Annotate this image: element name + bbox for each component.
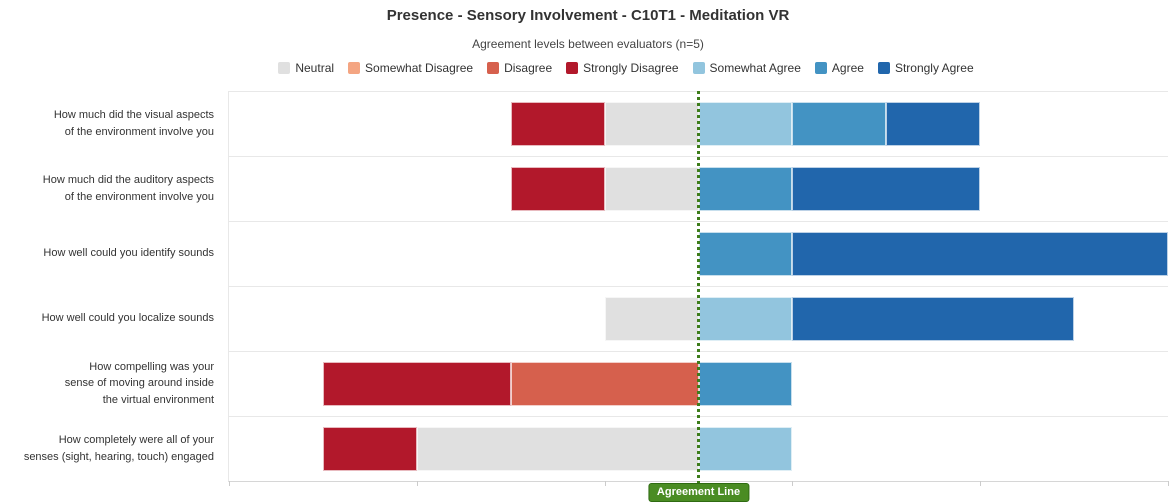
legend-swatch-disagree	[487, 62, 500, 74]
chart-row	[229, 91, 1168, 156]
x-axis-tick	[229, 481, 230, 486]
legend-item-neutral[interactable]: Neutral	[278, 61, 334, 75]
bar-segment-agree[interactable]	[698, 362, 793, 406]
bar-left-stack	[229, 427, 699, 471]
legend-label: Neutral	[295, 61, 335, 75]
bar-segment-agree[interactable]	[698, 167, 793, 211]
y-axis-label-text: How compelling was your sense of moving a…	[64, 360, 214, 406]
bar-left-stack	[229, 297, 699, 341]
y-axis-label-text: How well could you localize sounds	[41, 312, 214, 325]
legend-swatch-agree	[814, 62, 827, 74]
bar-segment-strongly_disagree[interactable]	[510, 167, 605, 211]
legend-swatch-strongly_disagree	[566, 62, 579, 74]
legend-swatch-strongly_agree	[877, 62, 890, 74]
legend-swatch-somewhat_agree	[692, 62, 705, 74]
bar-segment-agree[interactable]	[792, 102, 887, 146]
bar-segment-somewhat_agree[interactable]	[698, 102, 793, 146]
legend-label: Somewhat Disagree	[365, 61, 474, 75]
chart-row	[229, 156, 1168, 221]
bar-right-stack	[698, 167, 1169, 211]
bar-left-stack	[229, 232, 699, 276]
y-axis-label: How well could you localize sounds	[0, 286, 221, 351]
stacked-bar	[229, 232, 1168, 276]
agreement-line-label: Agreement Line	[647, 483, 750, 502]
bar-segment-strongly_disagree[interactable]	[322, 427, 417, 471]
stacked-bar	[229, 102, 1168, 146]
bar-segment-strongly_disagree[interactable]	[510, 102, 605, 146]
legend-item-agree[interactable]: Agree	[814, 61, 864, 75]
bar-segment-disagree[interactable]	[510, 362, 699, 406]
bar-segment-somewhat_agree[interactable]	[698, 427, 793, 471]
legend-label: Disagree	[504, 61, 553, 75]
chart-subtitle: Agreement levels between evaluators (n=5…	[472, 37, 704, 51]
legend-swatch-neutral	[278, 62, 291, 74]
y-axis-label-text: How much did the auditory aspects of the …	[42, 174, 214, 203]
legend-item-somewhat_disagree[interactable]: Somewhat Disagree	[348, 61, 473, 75]
bar-left-stack	[229, 362, 699, 406]
y-axis-label-text: How well could you identify sounds	[43, 247, 214, 260]
x-axis-tick	[980, 481, 982, 486]
bar-segment-neutral[interactable]	[604, 297, 699, 341]
legend-item-strongly_agree[interactable]: Strongly Agree	[877, 61, 974, 75]
bar-segment-strongly_agree[interactable]	[792, 167, 981, 211]
bar-left-stack	[229, 102, 699, 146]
y-axis-label: How well could you identify sounds	[0, 221, 221, 286]
bar-segment-strongly_disagree[interactable]	[322, 362, 511, 406]
stacked-bar	[229, 297, 1168, 341]
x-axis-tick	[792, 481, 794, 486]
chart-title: Presence - Sensory Involvement - C10T1 -…	[386, 7, 790, 24]
y-axis-label: How compelling was your sense of moving a…	[0, 351, 221, 416]
bar-segment-strongly_agree[interactable]	[792, 297, 1075, 341]
y-axis-label: How much did the visual aspects of the en…	[0, 91, 221, 156]
agreement-line	[697, 91, 700, 490]
bar-segment-strongly_agree[interactable]	[886, 102, 981, 146]
stacked-bar	[229, 167, 1168, 211]
y-axis-label-text: How completely were all of your senses (s…	[23, 434, 214, 463]
legend: Neutral Somewhat Disagree Disagree Strongly…	[0, 61, 1176, 75]
bar-segment-strongly_agree[interactable]	[792, 232, 1168, 276]
stacked-bar	[229, 362, 1168, 406]
x-axis-tick	[416, 481, 418, 486]
bar-right-stack	[698, 232, 1169, 276]
legend-item-disagree[interactable]: Disagree	[487, 61, 552, 75]
chart-row	[229, 221, 1168, 286]
bar-segment-agree[interactable]	[698, 232, 793, 276]
x-axis-tick	[604, 481, 606, 486]
legend-label: Somewhat Agree	[709, 61, 801, 75]
y-axis-label: How much did the auditory aspects of the …	[0, 156, 221, 221]
bar-segment-neutral[interactable]	[604, 102, 699, 146]
bar-right-stack	[698, 362, 1169, 406]
bar-segment-neutral[interactable]	[416, 427, 699, 471]
chart-row	[229, 351, 1168, 416]
y-axis-label-text: How much did the visual aspects of the en…	[53, 109, 214, 138]
legend-item-strongly_disagree[interactable]: Strongly Disagree	[566, 61, 679, 75]
bar-left-stack	[229, 167, 699, 211]
legend-label: Agree	[831, 61, 864, 75]
y-axis-label: How completely were all of your senses (s…	[0, 416, 221, 481]
bar-right-stack	[698, 427, 1169, 471]
bar-right-stack	[698, 297, 1169, 341]
plot-area: Agreement Line	[228, 91, 1169, 502]
legend-label: Strongly Agree	[894, 61, 974, 75]
legend-swatch-somewhat_disagree	[348, 62, 361, 74]
y-axis-labels: How much did the visual aspects of the en…	[0, 91, 221, 481]
bar-segment-somewhat_agree[interactable]	[698, 297, 793, 341]
bar-right-stack	[698, 102, 1169, 146]
legend-label: Strongly Disagree	[583, 61, 679, 75]
chart-row	[229, 286, 1168, 351]
x-axis-tick	[1168, 481, 1169, 486]
legend-item-somewhat_agree[interactable]: Somewhat Agree	[692, 61, 801, 75]
bar-segment-neutral[interactable]	[604, 167, 699, 211]
